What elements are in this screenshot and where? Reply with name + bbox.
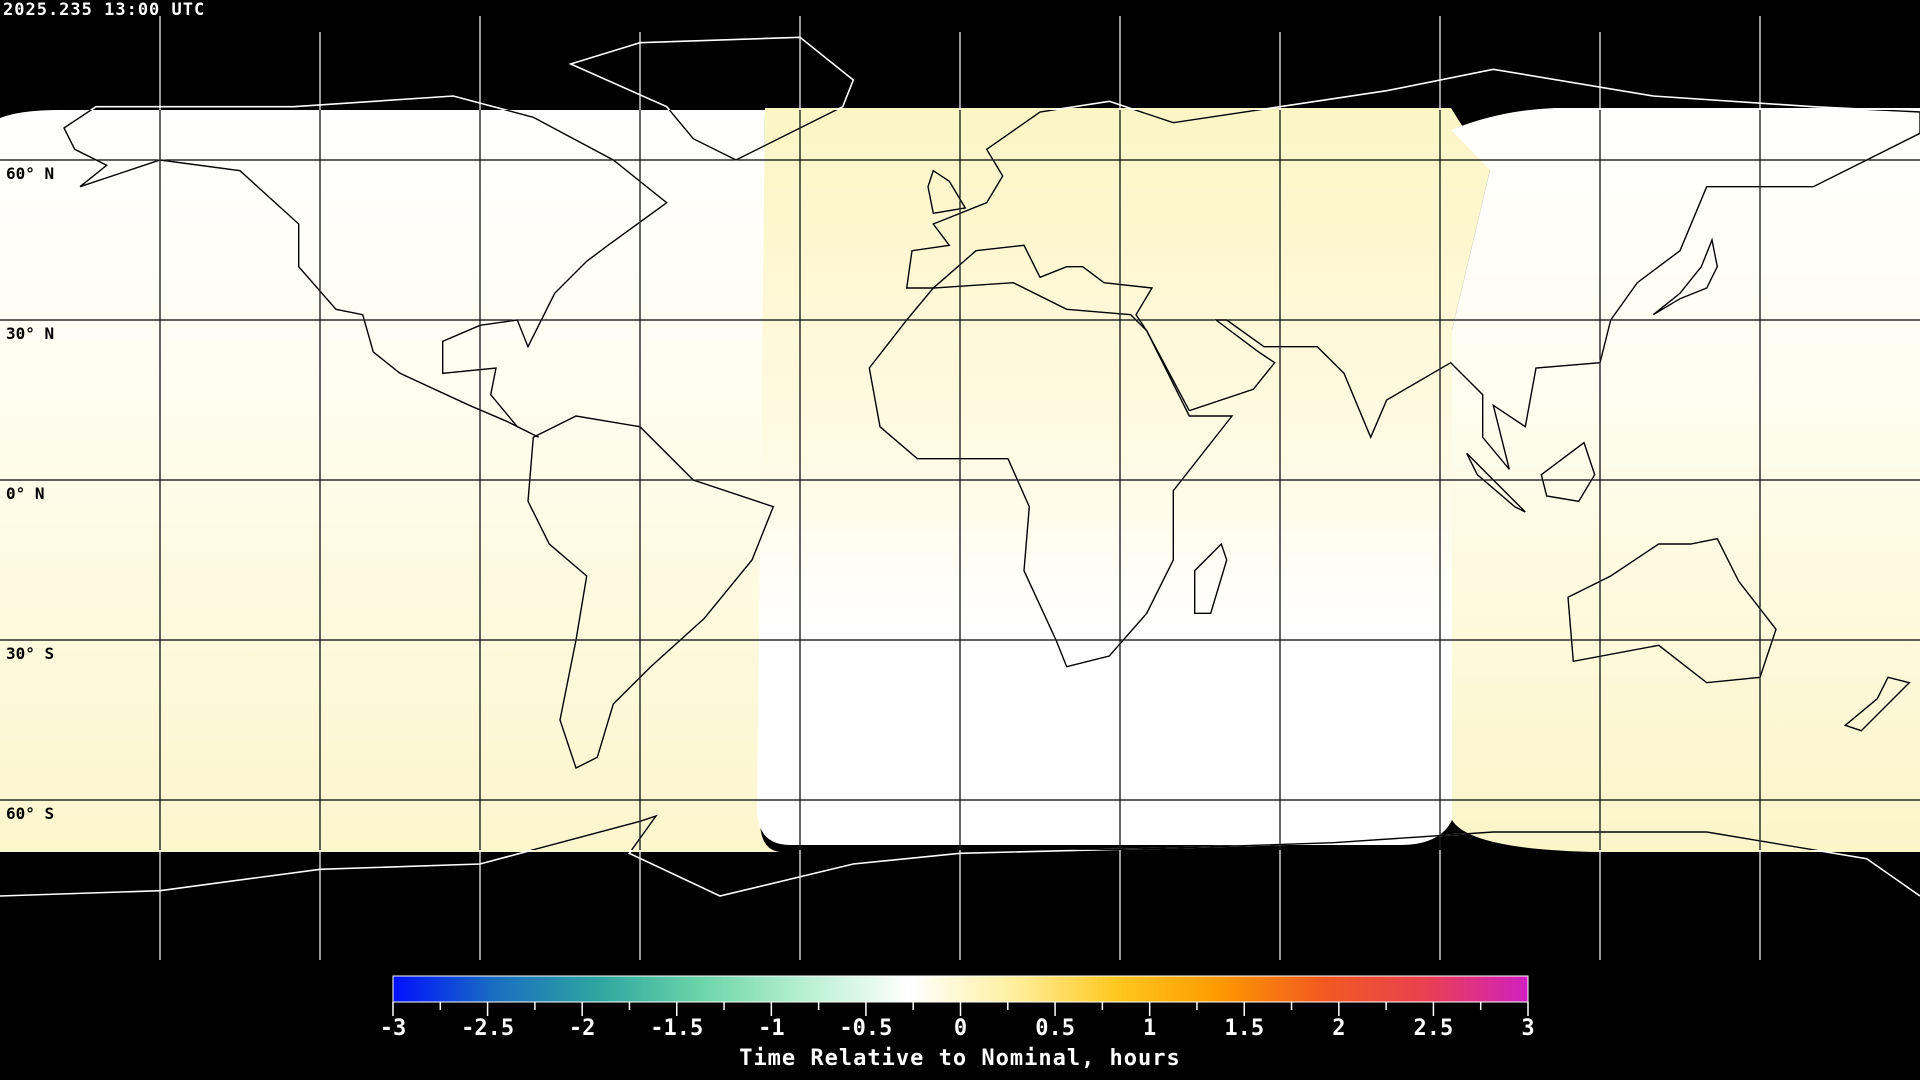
colorbar-title: Time Relative to Nominal, hours — [739, 1046, 1181, 1071]
lat-label-30n: 30° N — [6, 324, 55, 343]
colorbar: -3 -2.5 -2 -1.5 -1 -0.5 0 0.5 1 1.5 2 2.5 3 — [380, 975, 1535, 1041]
coastline-new-zealand — [1843, 676, 1911, 732]
colorbar-tick-label: -3 — [380, 1016, 407, 1041]
coastline-sumatra — [1466, 452, 1526, 513]
world-map — [0, 16, 1920, 960]
colorbar-tick-label: -1 — [758, 1016, 785, 1041]
timestamp: 2025.235 13:00 UTC — [3, 0, 206, 20]
colorbar-tick-label: 0 — [954, 1016, 967, 1041]
colorbar-tick-label: -2.5 — [461, 1016, 514, 1041]
coastline-eurasia — [905, 110, 1920, 470]
colorbar-tick-label: -2 — [569, 1016, 596, 1041]
coastline-africa — [868, 281, 1234, 668]
data-region-center — [757, 108, 1490, 845]
coastline-borneo — [1540, 441, 1596, 503]
coastline-greenland — [668, 110, 838, 161]
coastline-australia — [1567, 537, 1777, 684]
colorbar-tick-label: 1 — [1143, 1016, 1156, 1041]
data-region-west — [0, 110, 780, 852]
lat-label-60s: 60° S — [6, 804, 55, 823]
coastline-antarctica — [529, 814, 1819, 850]
coastline-madagascar — [1193, 542, 1228, 614]
coastline-north-america — [63, 110, 668, 438]
colorbar-tick-label: 2.5 — [1414, 1016, 1454, 1041]
lat-label-60n: 60° N — [6, 164, 55, 183]
coastline-great-britain — [927, 169, 967, 215]
colorbar-tick-label: 3 — [1521, 1016, 1534, 1041]
lat-label-30s: 30° S — [6, 644, 55, 663]
colorbar-tick-label: 1.5 — [1224, 1016, 1264, 1041]
lat-label-0n: 0° N — [6, 484, 45, 503]
colorbar-tick-label: -0.5 — [839, 1016, 892, 1041]
colorbar-tick-label: 0.5 — [1035, 1016, 1075, 1041]
coastline-japan — [1652, 237, 1719, 316]
coastline-south-america — [527, 415, 775, 769]
colorbar-tick-label: 2 — [1332, 1016, 1345, 1041]
colorbar-gradient — [392, 975, 1529, 1003]
colorbar-tick-label: -1.5 — [650, 1016, 703, 1041]
